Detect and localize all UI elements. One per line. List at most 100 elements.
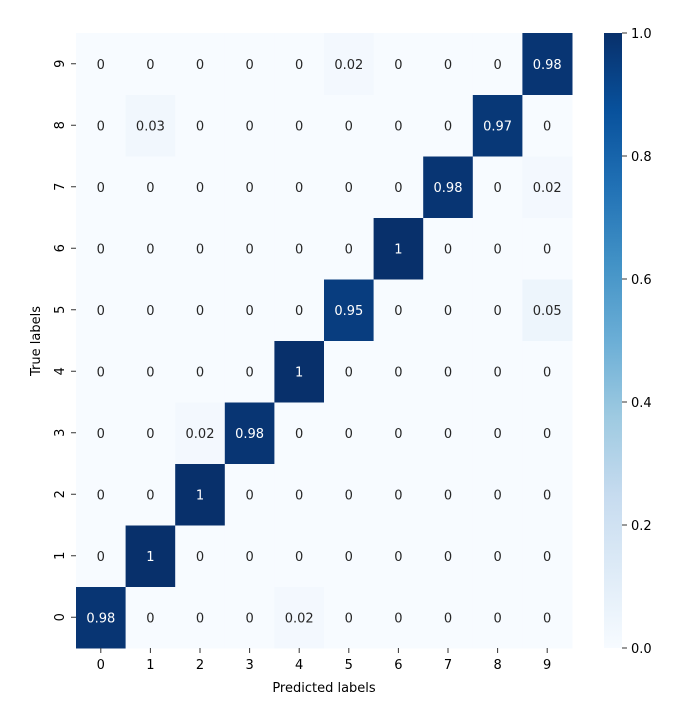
cell-value-label: 0 (444, 550, 452, 565)
heatmap-cell (274, 525, 325, 587)
cell-value-label: 0 (97, 488, 105, 503)
heatmap-cell (274, 340, 325, 403)
cell-value-label: 0 (146, 488, 154, 503)
heatmap-cell (175, 94, 226, 157)
y-axis-ticks: 0 1 2 3 4 5 6 7 8 9 (53, 60, 76, 621)
cell-value-label: 0 (196, 365, 204, 380)
x-tick-label: 2 (196, 658, 204, 673)
colorbar-tick-label: 0.0 (631, 642, 652, 657)
heatmap-cell (472, 340, 523, 403)
heatmap-cell (224, 586, 275, 649)
cell-value-label: 0 (444, 242, 452, 257)
heatmap-cell (76, 402, 127, 464)
x-axis-label: Predicted labels (272, 681, 376, 696)
cell-value-label: 0 (146, 242, 154, 257)
heatmap-cell (224, 156, 275, 218)
heatmap-cell (274, 94, 325, 157)
heatmap-cell (324, 525, 375, 587)
cell-value-label: 0 (394, 365, 402, 380)
cell-value-label: 0 (493, 242, 501, 257)
cell-value-label: 0 (196, 58, 204, 73)
heatmap-cell (125, 340, 176, 403)
cell-value-label: 0 (295, 550, 303, 565)
heatmap-cell (76, 33, 127, 95)
cell-value-label: 0 (146, 365, 154, 380)
heatmap-cell (224, 217, 275, 280)
y-tick-label: 0 (53, 613, 68, 621)
heatmap-cell (125, 279, 176, 341)
cell-value-label: 0 (394, 550, 402, 565)
cell-value-label: 0 (196, 119, 204, 134)
cell-value-label: 0 (295, 242, 303, 257)
cell-value-label: 0 (245, 304, 253, 319)
heatmap-cell (125, 525, 176, 587)
x-tick-label: 7 (444, 658, 452, 673)
cell-value-label: 0 (444, 427, 452, 442)
heatmap-cell (373, 156, 424, 218)
cell-value-label: 0 (345, 488, 353, 503)
cell-value-label: 0 (295, 427, 303, 442)
y-axis-label: True labels (29, 306, 44, 377)
cell-value-label: 0.95 (334, 304, 363, 319)
cell-value-label: 0 (345, 242, 353, 257)
heatmap-cell (324, 586, 375, 649)
heatmap-cell (175, 463, 226, 526)
heatmap-cell (522, 402, 573, 464)
heatmap-cell (274, 156, 325, 218)
cell-value-label: 0 (97, 242, 105, 257)
heatmap-cell (472, 94, 523, 157)
cell-value-label: 0 (394, 119, 402, 134)
heatmap-cell (324, 94, 375, 157)
heatmap-cell (76, 525, 127, 587)
x-tick-label: 9 (543, 658, 551, 673)
cell-value-label: 0 (345, 365, 353, 380)
cell-value-label: 0 (444, 365, 452, 380)
heatmap-cell (125, 463, 176, 526)
heatmap-cell (175, 586, 226, 649)
heatmap-cell (373, 525, 424, 587)
cell-value-label: 0 (146, 427, 154, 442)
heatmap-cell (373, 33, 424, 95)
heatmap-cell (274, 402, 325, 464)
heatmap-cell (472, 33, 523, 95)
cell-value-label: 0.02 (285, 611, 314, 626)
cell-value-label: 0 (97, 119, 105, 134)
heatmap-cells: 0.98 0 0 0 0.02 0 0 0 0 0 0 1 0 0 0 0 0 0 0 0 0 0 1 0 0 0 0 0 0 0 0 0 0.… (76, 33, 573, 649)
heatmap-cell (423, 33, 474, 95)
cell-value-label: 0 (345, 611, 353, 626)
heatmap-cell (522, 94, 573, 157)
heatmap-cell (373, 279, 424, 341)
cell-value-label: 0 (196, 550, 204, 565)
cell-value-label: 0 (493, 488, 501, 503)
heatmap-cell (274, 279, 325, 341)
cell-value-label: 0 (444, 304, 452, 319)
heatmap-cell (373, 402, 424, 464)
heatmap-cell (125, 402, 176, 464)
heatmap-cell (274, 463, 325, 526)
heatmap-cell (175, 217, 226, 280)
heatmap-cell (423, 402, 474, 464)
cell-value-label: 0.05 (533, 304, 562, 319)
cell-value-label: 0 (245, 488, 253, 503)
cell-value-label: 0 (196, 611, 204, 626)
cell-value-label: 0.98 (434, 181, 463, 196)
cell-value-label: 0 (295, 58, 303, 73)
x-tick-label: 5 (345, 658, 353, 673)
cell-value-label: 0 (543, 611, 551, 626)
heatmap-cell (522, 217, 573, 280)
heatmap-cell (175, 340, 226, 403)
x-tick-label: 0 (97, 658, 105, 673)
heatmap-cell (522, 525, 573, 587)
colorbar-ticks: 0.0 0.2 0.4 0.6 0.8 1.0 (622, 27, 652, 657)
heatmap-cell (522, 340, 573, 403)
cell-value-label: 0 (97, 427, 105, 442)
x-tick-label: 8 (493, 658, 501, 673)
cell-value-label: 0 (493, 365, 501, 380)
heatmap-cell (175, 402, 226, 464)
cell-value-label: 1 (146, 550, 154, 565)
cell-value-label: 0 (196, 181, 204, 196)
heatmap-cell (423, 94, 474, 157)
cell-value-label: 0 (245, 119, 253, 134)
heatmap-cell (125, 94, 176, 157)
heatmap-cell (76, 463, 127, 526)
